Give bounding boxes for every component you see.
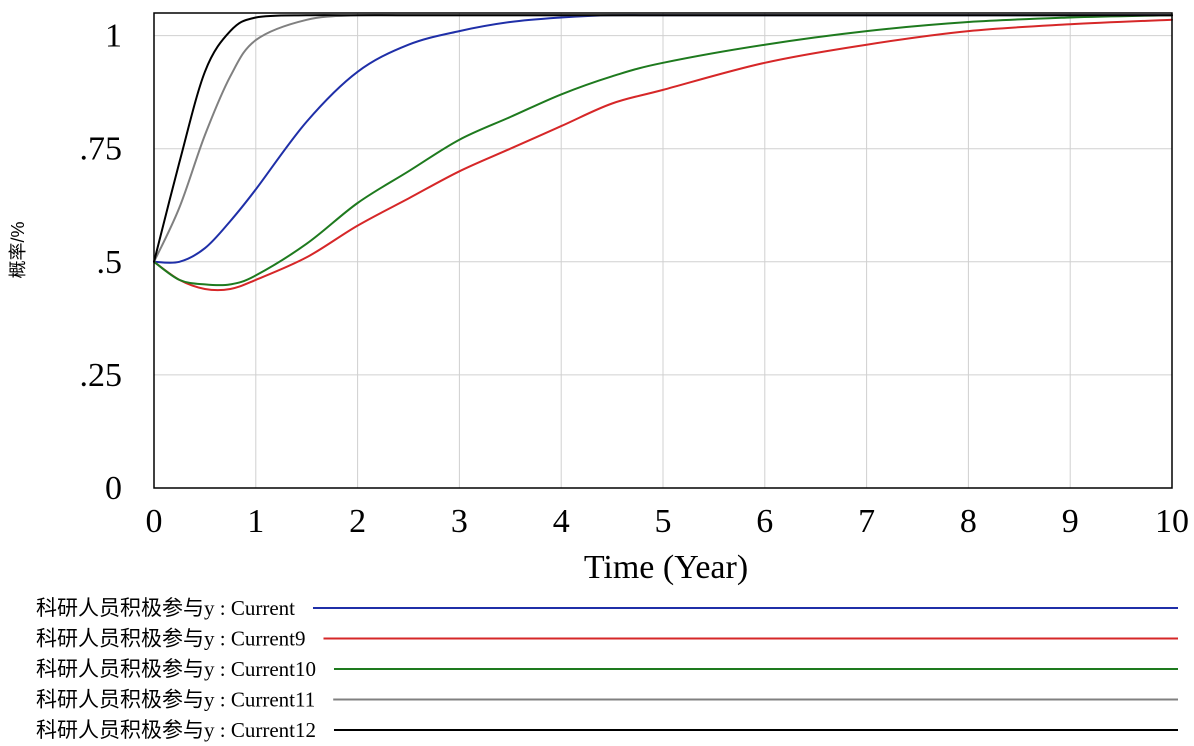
legend-label-2: 科研人员积极参与y : Current10 — [36, 657, 316, 681]
x-tick-label: 2 — [349, 503, 366, 540]
x-tick-labels: 0 1 2 3 4 5 6 7 8 9 10 — [146, 503, 1190, 540]
plot-frame — [153, 12, 1173, 489]
y-tick-labels: 0 .25 .5 .75 1 — [80, 18, 123, 507]
series-line-1 — [153, 18, 1173, 292]
legend-label-0: 科研人员积极参与y : Current — [36, 596, 295, 620]
x-tick-label: 7 — [858, 503, 875, 540]
x-axis-label: Time (Year) — [584, 549, 748, 586]
x-tick-label: 1 — [247, 503, 264, 540]
x-tick-label: 9 — [1062, 503, 1079, 540]
x-tick-label: 3 — [451, 503, 468, 540]
legend: 科研人员积极参与y : Current 科研人员积极参与y : Current9 科… — [36, 596, 1178, 742]
y-tick-label: 0 — [105, 470, 122, 507]
y-axis-label: 概率/% — [8, 221, 28, 278]
legend-label-1: 科研人员积极参与y : Current9 — [36, 627, 305, 651]
y-tick-label: .5 — [97, 244, 123, 281]
x-tick-label: 5 — [655, 503, 672, 540]
y-tick-label: 1 — [105, 18, 122, 55]
x-tick-label: 0 — [146, 503, 163, 540]
x-tick-label: 6 — [756, 503, 773, 540]
y-tick-label: .25 — [80, 357, 123, 394]
x-tick-label: 4 — [553, 503, 570, 540]
series-layer — [153, 13, 1173, 292]
legend-label-4: 科研人员积极参与y : Current12 — [36, 718, 316, 742]
legend-label-3: 科研人员积极参与y : Current11 — [36, 688, 315, 712]
x-tick-label: 8 — [960, 503, 977, 540]
series-line-4 — [153, 14, 1173, 263]
series-line-2 — [153, 14, 1173, 287]
y-tick-label: .75 — [80, 131, 123, 168]
x-tick-label: 10 — [1155, 503, 1189, 540]
